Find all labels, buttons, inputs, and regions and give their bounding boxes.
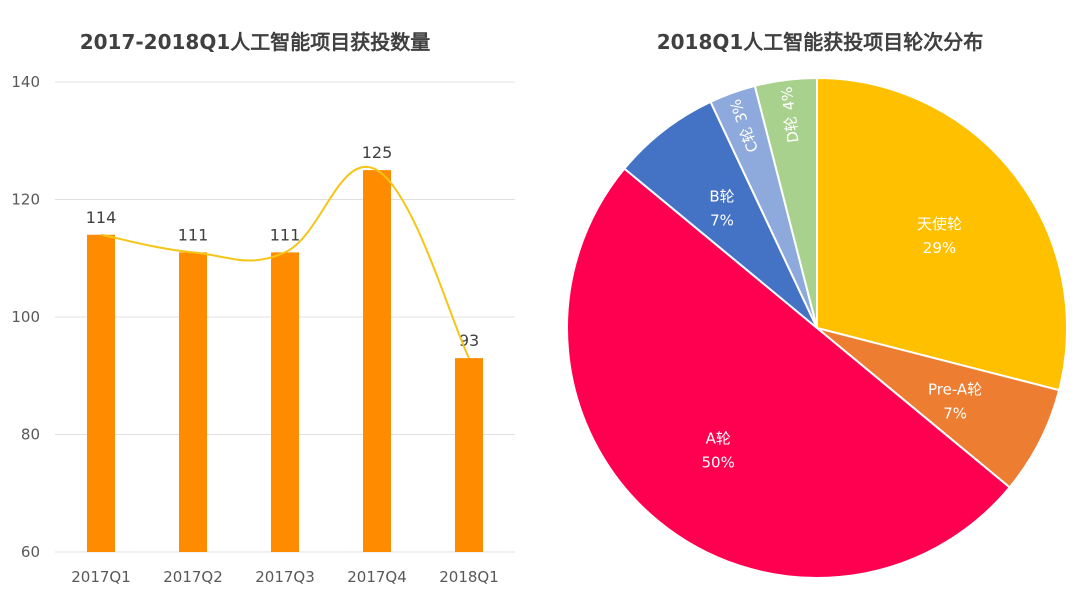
x-tick-label: 2017Q3 [255, 568, 315, 586]
pie-slice [816, 76, 1068, 392]
bar [363, 170, 391, 552]
bar [455, 358, 483, 552]
data-label: 114 [86, 208, 117, 227]
pie-label: A轮 50% [702, 429, 735, 471]
pie-label-percent: 7% [943, 404, 967, 422]
pie-slice [816, 327, 1061, 489]
bar-chart: 60 80 100 120 140 114 2017Q1 111 2017Q2 111 2017Q3… [11, 73, 515, 586]
pie-slice [753, 76, 818, 329]
y-tick-label: 140 [11, 73, 40, 91]
data-label: 111 [178, 225, 209, 244]
pie-label-percent: 7% [710, 212, 734, 230]
data-label: 111 [270, 225, 301, 244]
x-tick-label: 2017Q4 [347, 568, 407, 586]
y-tick-label: 80 [21, 426, 40, 444]
x-tick-label: 2017Q1 [71, 568, 131, 586]
bar [87, 234, 115, 552]
pie-chart-panel: 2018Q1人工智能获投项目轮次分布 天使轮 29% Pre-A轮 7% A轮 50% B轮… [540, 0, 1080, 608]
x-tick-label: 2017Q2 [163, 568, 223, 586]
pie-label: B轮 7% [709, 188, 734, 230]
y-tick-label: 120 [11, 191, 40, 209]
bar-chart-panel: 2017-2018Q1人工智能项目获投数量 60 80 100 120 140 114 20… [11, 30, 515, 586]
pie-chart-title: 2018Q1人工智能获投项目轮次分布 [656, 30, 984, 54]
x-tick-label: 2018Q1 [439, 568, 499, 586]
pie-label: 天使轮 29% [917, 215, 962, 257]
pie-label-name: Pre-A轮 [928, 380, 982, 398]
pie-slice [566, 167, 1012, 579]
bar [271, 252, 299, 552]
pie-label-name: A轮 [706, 429, 731, 447]
bar-chart-title: 2017-2018Q1人工智能项目获投数量 [79, 30, 431, 54]
pie-label: D轮 4% [777, 86, 802, 144]
y-tick-label: 100 [11, 308, 40, 326]
trend-line [100, 166, 470, 359]
pie-label-percent: 29% [923, 239, 956, 257]
pie-label-name: B轮 [709, 188, 734, 206]
pie-slice [622, 100, 818, 329]
pie-label-name: D轮 [781, 115, 802, 144]
data-label: 125 [362, 143, 393, 162]
pie-label: Pre-A轮 7% [928, 380, 982, 422]
pie-chart: 天使轮 29%Pre-A轮 7%A轮 50%B轮 7%C轮3%D轮4% [566, 76, 1068, 579]
pie-label-percent: 50% [702, 453, 735, 471]
pie-label-name: 天使轮 [917, 215, 962, 233]
y-tick-label: 60 [21, 543, 40, 561]
bar [179, 252, 207, 552]
pie-label-percent: 4% [777, 86, 798, 112]
